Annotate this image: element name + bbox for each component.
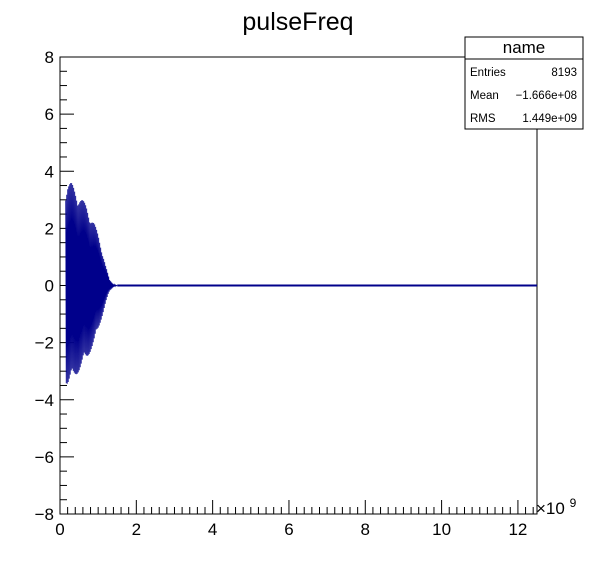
x-tick-label: 12 [508,520,527,539]
stats-mean-value: −1.666e+08 [516,90,577,102]
series-pulse [65,182,537,384]
y-tick-label: 8 [45,48,54,67]
x-tick-label: 10 [432,520,451,539]
x-tick-label: 0 [55,520,64,539]
stats-mean-label: Mean [470,90,499,102]
x-tick-label: 8 [361,520,370,539]
x-tick-label: 4 [208,520,217,539]
x-axis: 0 2 4 6 8 10 12 [55,500,534,539]
stats-box-frame [464,36,584,130]
y-tick-label: 0 [45,277,54,296]
x-tick-label: 6 [284,520,293,539]
y-tick-label: −6 [35,448,54,467]
stats-box: name Entries 8193 Mean −1.666e+08 RMS 1.… [464,36,584,130]
y-tick-label: −2 [35,334,54,353]
stats-rms-value: 1.449e+09 [522,113,577,125]
chart-title: pulseFreq [242,8,353,36]
signal-waveform [65,182,118,384]
stats-entries-label: Entries [470,67,506,79]
y-tick-label: 6 [45,105,54,124]
x-exponent-text: 9 [570,496,577,510]
y-tick-label: −4 [35,391,54,410]
y-tick-label: 4 [45,162,54,181]
y-tick-label: 2 [45,219,54,238]
stats-rms-label: RMS [470,113,496,125]
x-multiplier-text: ×10 [536,499,565,518]
x-axis-multiplier: ×10 9 [536,496,577,518]
stats-box-name: name [503,38,546,57]
y-tick-label: −8 [35,505,54,524]
stats-entries-value: 8193 [551,67,577,79]
y-axis: −8 −6 −4 −2 0 2 4 6 8 [35,48,74,524]
x-tick-label: 2 [132,520,141,539]
